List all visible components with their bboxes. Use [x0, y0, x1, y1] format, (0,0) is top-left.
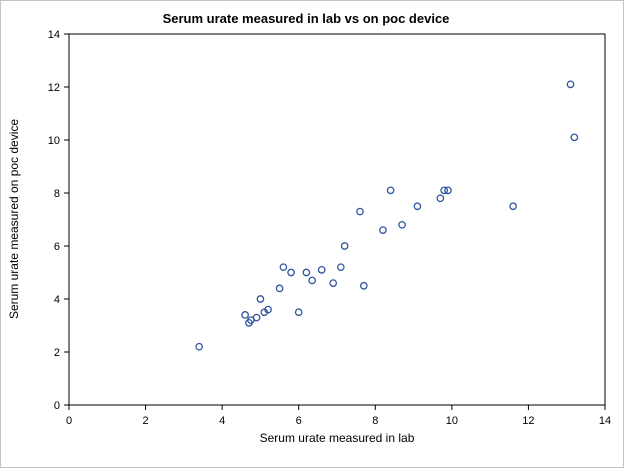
x-tick-label: 0: [66, 415, 72, 427]
scatter-point: [386, 186, 395, 195]
y-tick-label: 6: [54, 241, 60, 253]
x-tick-label: 6: [296, 415, 302, 427]
x-tick-label: 12: [522, 415, 534, 427]
x-tick-label: 10: [446, 415, 458, 427]
scatter-point: [264, 305, 272, 314]
x-tick-label: 2: [143, 415, 149, 427]
y-tick-label: 4: [54, 294, 60, 306]
y-tick-label: 14: [48, 29, 60, 41]
scatter-point: [252, 313, 261, 322]
data-points: [195, 80, 579, 351]
scatter-point: [287, 268, 295, 277]
x-axis-label: Serum urate measured in lab: [260, 431, 415, 445]
x-tick-label: 14: [599, 415, 611, 427]
scatter-point: [398, 220, 406, 229]
scatter-point: [336, 263, 345, 272]
y-axis-ticks: 0 2 4 6 8 10 12 14: [48, 29, 69, 412]
x-axis-ticks: 0 2 4 6 8 10 12 14: [66, 405, 611, 427]
x-tick-label: 8: [372, 415, 378, 427]
scatter-point: [436, 194, 445, 203]
scatter-point: [256, 295, 265, 303]
scatter-point: [275, 284, 284, 293]
scatter-point: [279, 263, 288, 272]
y-tick-label: 8: [54, 188, 60, 200]
scatter-point: [356, 207, 364, 216]
scatter-point: [566, 80, 575, 89]
y-tick-label: 12: [48, 82, 60, 94]
scatter-point: [308, 276, 316, 285]
scatter-point: [359, 281, 368, 290]
scatter-point: [509, 202, 517, 211]
scatter-point: [570, 133, 579, 142]
scatter-point: [302, 268, 311, 277]
scatter-point: [195, 342, 204, 351]
y-axis-label: Serum urate measured on poc device: [7, 119, 21, 319]
plot-frame: [68, 33, 606, 406]
scatter-point: [340, 242, 349, 250]
y-tick-label: 10: [48, 135, 60, 147]
x-tick-label: 4: [219, 415, 225, 427]
y-tick-label: 2: [54, 347, 60, 359]
y-tick-label: 0: [54, 400, 60, 412]
scatter-point: [440, 186, 449, 195]
scatter-point: [317, 265, 326, 274]
scatter-point: [379, 226, 387, 234]
scatter-point: [294, 308, 303, 317]
scatter-point: [413, 202, 422, 211]
scatter-point: [329, 279, 338, 287]
chart-title: Serum urate measured in lab vs on poc de…: [163, 11, 450, 26]
scatter-point: [241, 311, 249, 319]
scatter-point: [444, 186, 452, 195]
